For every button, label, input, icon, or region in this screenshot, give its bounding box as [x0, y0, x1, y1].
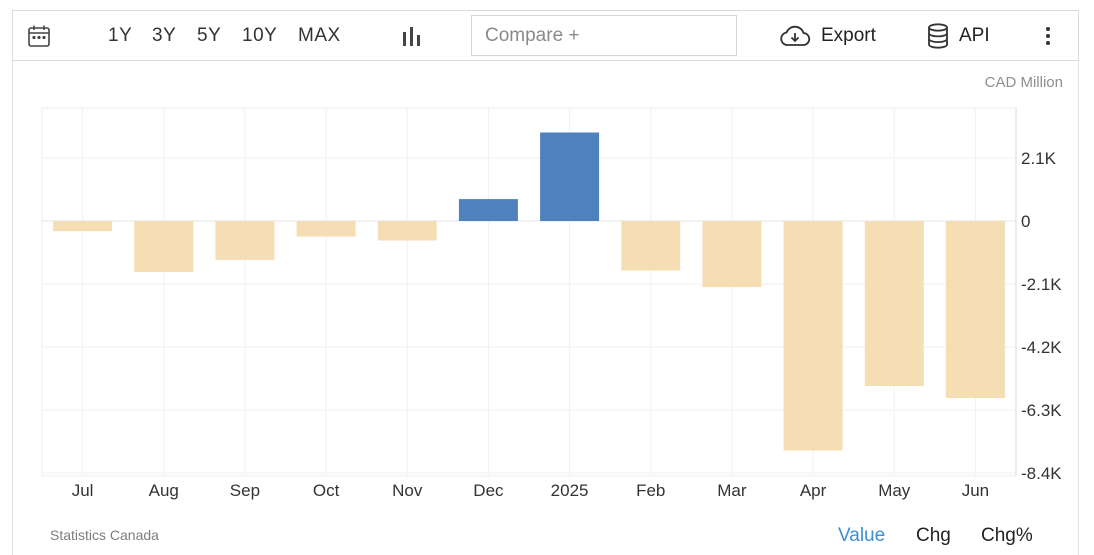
range-3y-button[interactable]: 3Y	[152, 24, 177, 46]
api-button[interactable]: API	[927, 11, 990, 60]
export-button[interactable]: Export	[779, 11, 876, 60]
x-tick-label: Sep	[230, 481, 260, 500]
bar-2025	[540, 132, 600, 221]
y-tick-label: 2.1K	[1021, 149, 1057, 168]
bar-oct	[296, 221, 356, 237]
bar-dec	[458, 199, 518, 221]
y-tick-label: -8.4K	[1021, 464, 1062, 483]
mode-value-button[interactable]: Value	[838, 525, 886, 546]
bar-jun	[945, 221, 1005, 398]
mode-chg-button[interactable]: Chg	[916, 525, 951, 546]
cloud-download-icon	[780, 25, 811, 46]
x-tick-label: Nov	[392, 481, 423, 500]
x-tick-label: Oct	[313, 481, 340, 500]
database-icon	[928, 22, 948, 49]
mode-chg-percent-button[interactable]: Chg%	[981, 525, 1033, 546]
x-tick-label: Mar	[717, 481, 747, 500]
bar-nov	[377, 221, 437, 241]
bar-mar	[702, 221, 762, 287]
bar-may	[864, 221, 924, 386]
bar-aug	[134, 221, 194, 272]
x-tick-label: Feb	[636, 481, 665, 500]
y-tick-label: -6.3K	[1021, 401, 1062, 420]
x-tick-label: 2025	[551, 481, 589, 500]
source-label: Statistics Canada	[50, 527, 159, 543]
compare-input[interactable]	[471, 15, 737, 56]
x-tick-label: Dec	[473, 481, 504, 500]
range-10y-button[interactable]: 10Y	[242, 24, 278, 46]
more-options-icon[interactable]	[1044, 11, 1052, 60]
y-tick-label: -2.1K	[1021, 275, 1062, 294]
unit-label: CAD Million	[984, 74, 1063, 91]
range-1y-button[interactable]: 1Y	[108, 24, 133, 46]
calendar-icon[interactable]	[27, 11, 51, 60]
x-tick-label: Aug	[149, 481, 179, 500]
api-label: API	[959, 24, 990, 46]
range-5y-button[interactable]: 5Y	[197, 24, 222, 46]
bar-chart-icon[interactable]	[401, 11, 423, 60]
bar-jul	[53, 221, 113, 232]
export-label: Export	[821, 24, 876, 46]
x-tick-label: May	[878, 481, 911, 500]
bar-apr	[783, 221, 843, 451]
x-tick-label: Apr	[800, 481, 827, 500]
chart-toolbar: 1Y 3Y 5Y 10Y MAX Export API	[12, 10, 1079, 61]
x-tick-label: Jun	[962, 481, 989, 500]
bar-feb	[621, 221, 681, 271]
x-tick-label: Jul	[72, 481, 94, 500]
range-max-button[interactable]: MAX	[298, 24, 341, 46]
bar-sep	[215, 221, 275, 260]
y-tick-label: -4.2K	[1021, 338, 1062, 357]
y-tick-label: 0	[1021, 212, 1030, 231]
